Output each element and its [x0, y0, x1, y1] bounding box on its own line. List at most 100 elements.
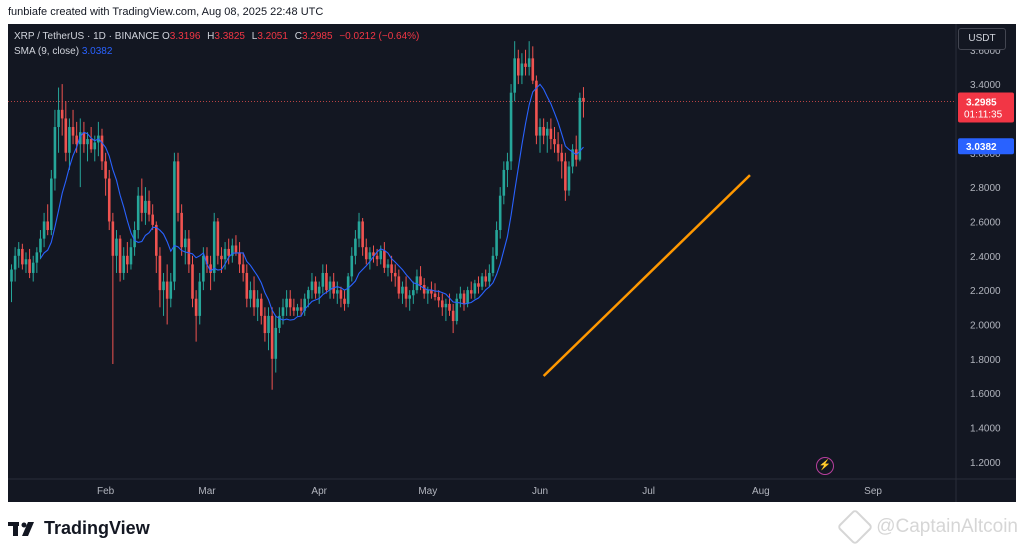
candle-body	[82, 132, 86, 145]
candle-body	[194, 298, 198, 316]
candle-body	[223, 248, 227, 260]
candle-body	[180, 212, 183, 248]
candle-body	[430, 290, 433, 294]
candle-body	[473, 283, 477, 294]
candle-body	[191, 264, 194, 299]
candle-body	[111, 221, 115, 256]
candle-body	[162, 281, 165, 291]
candle-body	[104, 161, 107, 179]
low-value: 3.2051	[257, 31, 288, 42]
candle-body	[136, 195, 140, 231]
candle-body	[433, 293, 437, 297]
candle-body	[538, 127, 542, 136]
currency-button[interactable]: USDT	[958, 28, 1006, 50]
candle-body	[39, 238, 42, 253]
x-tick-label: May	[418, 486, 437, 497]
candle-body	[140, 195, 144, 213]
candle-body	[57, 109, 60, 128]
candle-body	[426, 290, 430, 294]
candle-body	[393, 272, 397, 277]
tradingview-logo-icon	[8, 521, 34, 536]
candle-body	[368, 252, 372, 260]
candle-body	[328, 281, 332, 291]
candle-body	[404, 286, 408, 299]
candle-body	[564, 161, 567, 191]
candle-body	[556, 144, 560, 153]
sma-price-badge	[958, 138, 1014, 155]
low-label: L	[251, 31, 258, 42]
candle-body	[165, 281, 169, 299]
candle-body	[506, 161, 509, 170]
candle-body	[78, 132, 82, 145]
last-price-label: 3.2985	[966, 98, 997, 109]
top-caption-bar: funbiafe created with TradingView.com, A…	[0, 0, 1024, 24]
candle-body	[440, 300, 444, 308]
candle-body	[477, 283, 480, 287]
price-chart[interactable]: 3.60003.40003.20003.00002.80002.60002.40…	[8, 24, 1016, 502]
candle-body	[535, 80, 538, 136]
x-tick-label: Jul	[642, 486, 655, 497]
chart-area[interactable]: 3.60003.40003.20003.00002.80002.60002.40…	[8, 24, 1016, 502]
candle-body	[527, 58, 531, 67]
candle-body	[296, 307, 299, 311]
candle-body	[75, 135, 78, 145]
open-value: 3.3196	[169, 31, 201, 42]
y-tick-label: 1.2000	[970, 458, 1001, 469]
tradingview-logo[interactable]: TradingView	[8, 518, 150, 539]
y-tick-label: 3.6000	[970, 46, 1001, 57]
y-tick-label: 3.4000	[970, 80, 1001, 91]
candle-body	[245, 272, 249, 299]
candle-body	[422, 284, 426, 294]
last-price-badge	[958, 92, 1014, 123]
candle-body	[71, 127, 75, 136]
candle-body	[571, 149, 574, 167]
candle-body	[107, 178, 111, 222]
symbol-label: XRP / TetherUS · 1D · BINANCE	[14, 31, 160, 42]
candle-body	[582, 97, 585, 102]
sma-legend[interactable]: SMA (9, close) 3.0382	[14, 46, 112, 57]
candle-body	[401, 286, 404, 294]
x-tick-label: Apr	[311, 486, 327, 497]
candle-body	[480, 276, 484, 287]
candle-body	[578, 97, 582, 160]
candle-body	[17, 248, 21, 256]
ohlc-legend: XRP / TetherUS · 1D · BINANCE O3.3196 H 3…	[14, 31, 423, 42]
candle-body	[462, 293, 466, 304]
candle-body	[212, 221, 216, 273]
high-label: H	[207, 31, 215, 42]
candle-body	[68, 127, 71, 153]
open-label: O	[162, 31, 170, 42]
candle-body	[549, 128, 553, 140]
candle-body	[155, 224, 158, 256]
candle-body	[46, 221, 49, 231]
candle-body	[24, 259, 28, 265]
candle-body	[238, 252, 241, 265]
candle-body	[444, 303, 448, 308]
candle-body	[299, 307, 303, 311]
y-tick-label: 2.0000	[970, 320, 1001, 331]
candle-body	[129, 247, 133, 265]
candle-body	[28, 259, 31, 273]
candle-body	[42, 221, 46, 239]
candle-body	[339, 290, 343, 299]
candle-body	[169, 281, 173, 299]
sma-price-label: 3.0382	[966, 142, 997, 153]
candle-body	[364, 247, 368, 260]
candle-body	[263, 315, 267, 334]
sma-label: SMA (9, close)	[14, 46, 80, 57]
candle-body	[520, 63, 524, 76]
candle-body	[35, 252, 39, 263]
candle-body	[513, 58, 516, 93]
lightning-icon[interactable]: ⚡	[816, 457, 834, 475]
candle-body	[21, 248, 24, 265]
watermark-icon	[836, 508, 874, 546]
watermark-text: @CaptainAltcoin	[876, 516, 1018, 537]
candle-body	[281, 307, 285, 316]
candle-body	[379, 250, 383, 260]
candle-body	[13, 255, 17, 270]
candle-body	[343, 298, 346, 304]
candle-body	[118, 238, 122, 273]
candle-body	[553, 139, 556, 145]
candle-body	[187, 238, 191, 265]
candle-body	[151, 214, 154, 225]
